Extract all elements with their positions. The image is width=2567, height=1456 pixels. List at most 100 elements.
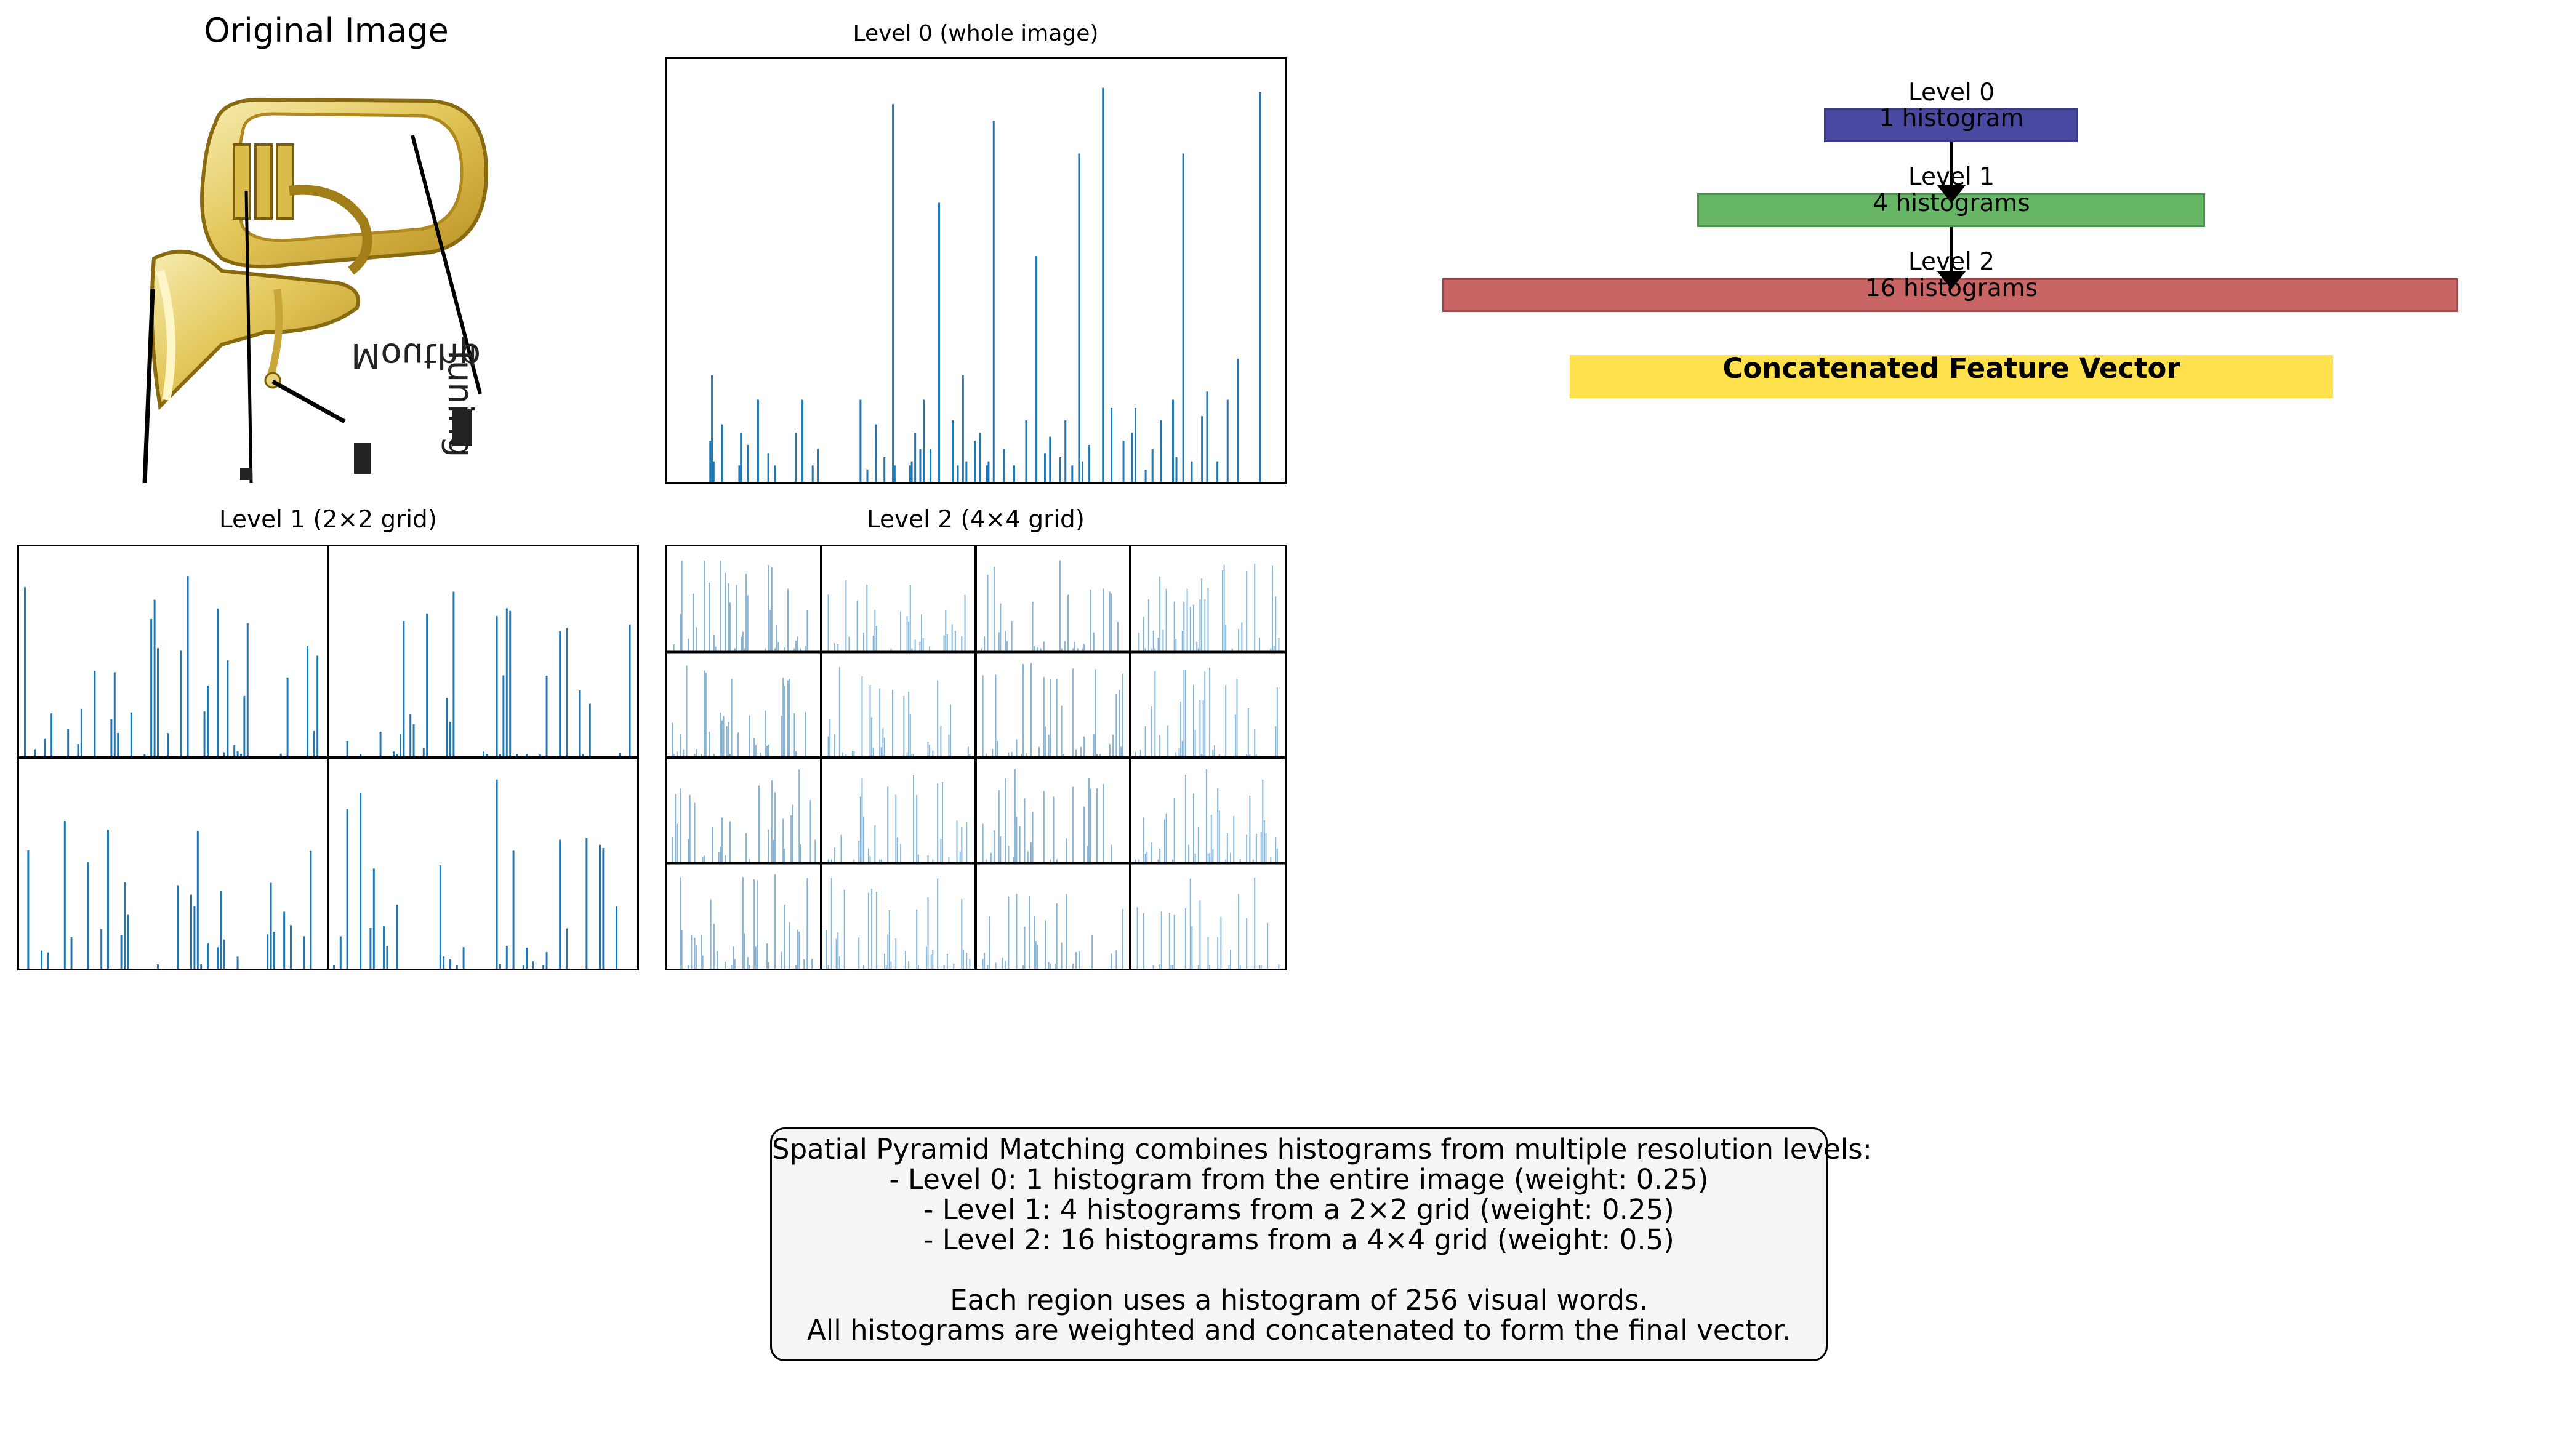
level2-bar bbox=[1151, 842, 1153, 863]
level0-bar bbox=[974, 441, 976, 482]
level2-bar bbox=[863, 817, 865, 863]
level2-bar bbox=[911, 648, 913, 652]
level1-bar bbox=[41, 950, 42, 969]
level2-bar bbox=[1246, 834, 1248, 863]
level0-bar bbox=[893, 465, 896, 482]
level2-bar bbox=[885, 965, 887, 969]
level1-bar bbox=[566, 928, 568, 969]
level2-bar bbox=[1087, 846, 1088, 863]
level2-bar bbox=[1196, 642, 1198, 652]
level2-bar bbox=[1038, 746, 1040, 758]
level2-bar bbox=[1233, 816, 1235, 863]
level2-bar bbox=[892, 690, 894, 758]
level2-bar bbox=[834, 643, 836, 652]
level2-bar bbox=[1000, 603, 1002, 652]
level0-bar bbox=[1160, 420, 1162, 482]
level2-bar bbox=[830, 878, 832, 969]
level2-bar bbox=[747, 595, 749, 652]
level2-bar bbox=[1090, 788, 1091, 863]
level2-bar bbox=[1103, 588, 1104, 652]
pyramid-level1-text: 4 histograms bbox=[1873, 190, 2030, 217]
level2-bar bbox=[985, 753, 987, 758]
level2-bar bbox=[1193, 604, 1194, 652]
level1-bar bbox=[505, 946, 508, 969]
level2-bar bbox=[1016, 817, 1018, 863]
level0-bar bbox=[711, 375, 713, 482]
level2-bar bbox=[1043, 677, 1045, 758]
level1-bar bbox=[372, 868, 375, 969]
level2-bar bbox=[861, 676, 863, 758]
level0-bar bbox=[1191, 461, 1193, 482]
level1-bar bbox=[616, 906, 617, 969]
level2-bar bbox=[712, 826, 713, 863]
level2-bar bbox=[749, 859, 750, 863]
level2-bar bbox=[1172, 859, 1174, 863]
level2-bar bbox=[781, 716, 782, 758]
level2-bar bbox=[871, 717, 873, 758]
level2-bar bbox=[720, 846, 721, 863]
level2-bar bbox=[1144, 726, 1146, 758]
level2-bar bbox=[1239, 859, 1241, 863]
level2-bar bbox=[1202, 700, 1204, 758]
level2-bar bbox=[984, 636, 986, 652]
level2-bar bbox=[725, 855, 726, 863]
level2-bar bbox=[1228, 965, 1230, 969]
level2-bar bbox=[903, 695, 905, 758]
level2-bar bbox=[827, 965, 829, 969]
level0-histogram-panel bbox=[665, 57, 1287, 484]
level2-bar bbox=[1230, 949, 1232, 969]
level1-bar bbox=[582, 754, 584, 758]
level2-bar bbox=[966, 952, 968, 969]
level2-bar bbox=[945, 610, 947, 652]
level2-bar bbox=[1061, 705, 1063, 758]
level0-bar bbox=[1131, 432, 1133, 482]
level1-bar bbox=[516, 754, 518, 758]
level2-bar bbox=[1022, 664, 1024, 758]
level2-bar bbox=[1159, 848, 1161, 863]
level2-bar bbox=[747, 957, 749, 969]
level0-bar bbox=[914, 432, 917, 482]
description-line: - Level 2: 16 histograms from a 4×4 grid… bbox=[923, 1223, 1674, 1256]
level2-bar bbox=[805, 646, 806, 652]
level2-bar bbox=[753, 738, 755, 758]
level2-bar bbox=[927, 897, 929, 969]
level2-bar bbox=[806, 610, 808, 652]
level0-bar bbox=[1025, 420, 1027, 482]
level2-bar bbox=[867, 892, 869, 969]
level2-bar bbox=[774, 874, 776, 969]
level2-bar bbox=[884, 737, 885, 758]
level0-bar bbox=[811, 465, 814, 482]
level2-bar bbox=[929, 744, 931, 758]
level2-bar bbox=[917, 965, 919, 969]
level2-bar bbox=[721, 817, 723, 863]
level1-bar bbox=[566, 628, 568, 758]
level2-bar bbox=[696, 627, 697, 652]
level2-bar bbox=[845, 754, 847, 758]
level2-bar bbox=[984, 953, 986, 969]
level1-bar bbox=[196, 831, 199, 969]
level2-bar bbox=[734, 959, 736, 969]
level2-bar bbox=[913, 754, 914, 758]
level1-bar bbox=[63, 820, 66, 969]
level2-bar bbox=[1066, 838, 1067, 863]
level2-bar bbox=[742, 631, 744, 652]
level2-bar bbox=[1270, 857, 1272, 863]
level1-bar bbox=[117, 732, 119, 758]
level0-bar bbox=[938, 202, 940, 482]
level0-bar bbox=[1144, 469, 1147, 482]
level2-cell-histogram bbox=[1135, 769, 1278, 863]
level2-bar bbox=[1278, 964, 1280, 969]
level2-bar bbox=[995, 962, 997, 969]
level0-bar bbox=[757, 399, 759, 482]
level2-bar bbox=[1043, 791, 1045, 863]
level2-bar bbox=[1109, 591, 1111, 652]
level0-bar bbox=[767, 453, 769, 482]
level0-bar bbox=[1003, 449, 1005, 482]
level0-bar bbox=[740, 432, 742, 482]
level2-bar bbox=[1143, 817, 1145, 863]
level2-bar bbox=[702, 856, 704, 863]
description-line: Spatial Pyramid Matching combines histog… bbox=[772, 1133, 1872, 1166]
level2-bar bbox=[908, 961, 910, 969]
level2-bar bbox=[1024, 798, 1026, 863]
level2-cell-histogram bbox=[982, 663, 1123, 758]
